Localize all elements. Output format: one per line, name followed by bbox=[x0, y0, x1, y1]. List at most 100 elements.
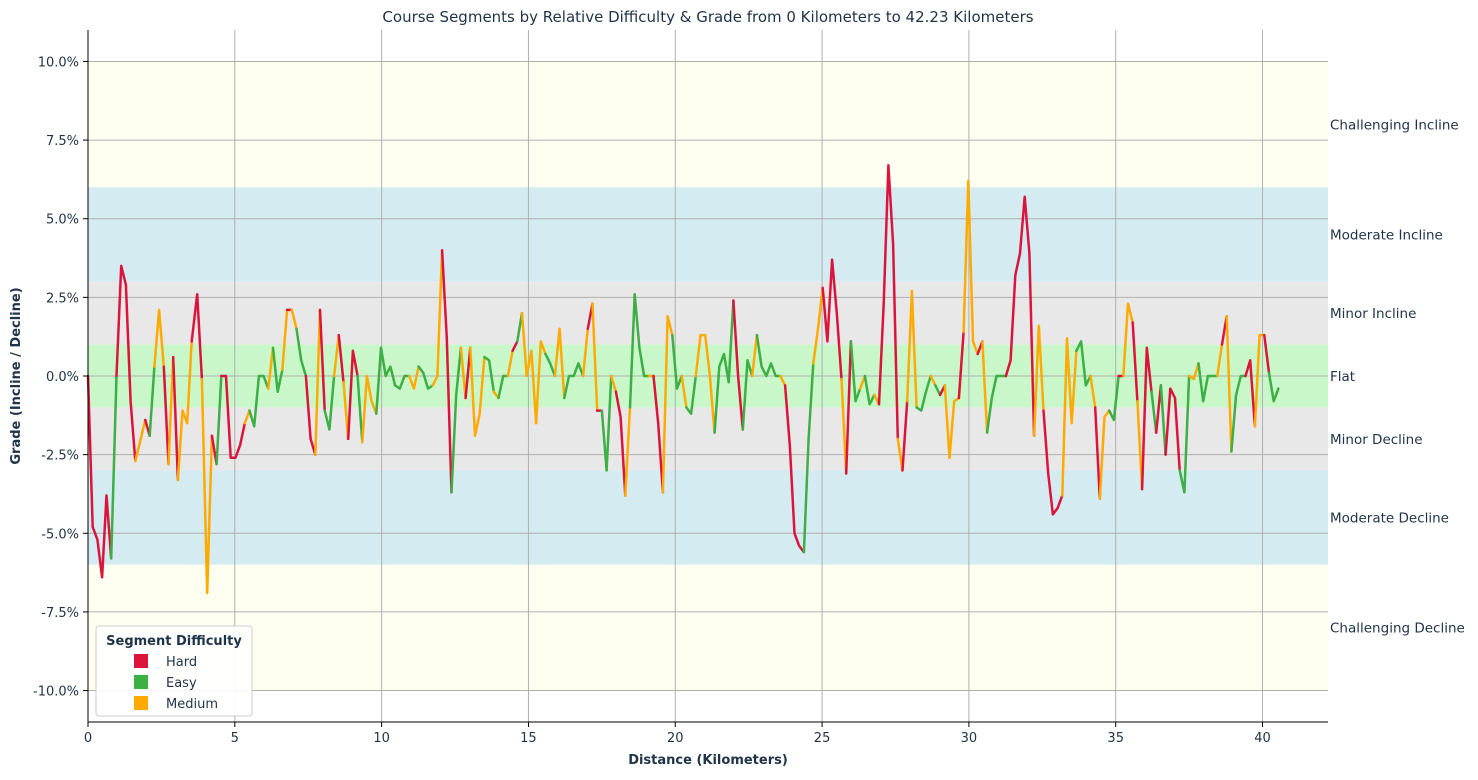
segment-medium bbox=[243, 409, 251, 425]
segment-hard bbox=[337, 333, 345, 384]
segment-hard bbox=[652, 374, 665, 494]
legend-label-hard: Hard bbox=[166, 655, 197, 670]
x-tick-label: 5 bbox=[231, 731, 239, 746]
segment-medium bbox=[332, 333, 341, 378]
segment-hard bbox=[171, 355, 180, 482]
segment-easy bbox=[417, 365, 434, 390]
segment-hard bbox=[304, 374, 312, 441]
x-tick-label: 35 bbox=[1107, 731, 1124, 746]
segment-medium bbox=[609, 374, 618, 393]
y-tick-label: -7.5% bbox=[41, 606, 79, 621]
segment-easy bbox=[802, 437, 810, 554]
x-tick-label: 20 bbox=[667, 731, 684, 746]
segment-medium bbox=[281, 308, 289, 371]
segment-easy bbox=[685, 374, 698, 415]
segment-medium bbox=[167, 355, 175, 466]
segment-medium bbox=[176, 340, 193, 482]
x-tick-label: 30 bbox=[961, 731, 978, 746]
segment-hard bbox=[1164, 387, 1181, 472]
segment-medium bbox=[624, 406, 632, 497]
band-challenging-incline bbox=[88, 61, 1328, 188]
segment-hard bbox=[115, 264, 137, 463]
y-tick-label: 2.5% bbox=[46, 291, 79, 306]
segment-medium bbox=[267, 346, 275, 390]
segment-easy bbox=[1159, 384, 1167, 456]
segment-easy bbox=[248, 374, 270, 428]
y-tick-label: 10.0% bbox=[38, 55, 79, 70]
segment-hard bbox=[346, 349, 359, 441]
segment-hard bbox=[877, 164, 900, 441]
x-axis-title: Distance (Kilometers) bbox=[628, 753, 788, 768]
segment-hard bbox=[318, 308, 326, 412]
segment-hard bbox=[1154, 384, 1163, 434]
segment-easy bbox=[741, 359, 754, 431]
segment-hard bbox=[821, 258, 843, 381]
legend-title: Segment Difficulty bbox=[106, 634, 242, 649]
segment-medium bbox=[506, 349, 514, 378]
segment-medium bbox=[134, 418, 147, 463]
segment-easy bbox=[807, 362, 815, 441]
legend-box bbox=[95, 625, 253, 717]
segment-easy bbox=[915, 374, 932, 412]
segment-medium bbox=[407, 365, 420, 390]
segment-medium bbox=[929, 374, 937, 387]
segment-medium bbox=[1089, 374, 1097, 409]
segment-hard bbox=[440, 248, 453, 494]
segment-easy bbox=[849, 340, 862, 403]
segment-easy bbox=[450, 346, 463, 494]
legend-swatch-hard bbox=[134, 654, 148, 668]
segment-easy bbox=[1230, 374, 1247, 453]
segment-medium bbox=[943, 384, 951, 460]
segment-hard bbox=[1131, 321, 1139, 403]
x-tick-label: 40 bbox=[1254, 731, 1271, 746]
band-labels: Challenging Incline Moderate Incline Minor… bbox=[1330, 117, 1465, 636]
segment-hard bbox=[1042, 409, 1064, 516]
segment-easy bbox=[1267, 371, 1280, 403]
segment-hard bbox=[1140, 346, 1153, 491]
band-label-challenging-decline: Challenging Decline bbox=[1330, 621, 1465, 637]
segment-easy bbox=[1107, 374, 1120, 422]
band-label-challenging-incline: Challenging Incline bbox=[1330, 117, 1459, 133]
segment-hard bbox=[614, 390, 627, 497]
x-tick-label: 25 bbox=[814, 731, 831, 746]
segment-easy bbox=[628, 292, 651, 409]
segment-medium bbox=[1216, 343, 1224, 378]
segment-easy bbox=[755, 333, 782, 378]
y-tick-label: 0.0% bbox=[46, 370, 79, 385]
segment-medium bbox=[694, 333, 716, 434]
legend-swatch-medium bbox=[134, 696, 148, 710]
segment-easy bbox=[497, 374, 510, 400]
segment-medium bbox=[948, 396, 961, 460]
segment-medium bbox=[469, 346, 486, 438]
segment-medium bbox=[591, 302, 599, 412]
segment-medium bbox=[459, 346, 467, 400]
segment-medium bbox=[314, 308, 322, 456]
segment-hard bbox=[1093, 406, 1102, 500]
segment-medium bbox=[431, 248, 444, 387]
band-minor-decline bbox=[88, 407, 1328, 471]
y-tick-label: 5.0% bbox=[46, 213, 79, 228]
segment-hard bbox=[1004, 195, 1036, 438]
band-label-minor-incline: Minor Incline bbox=[1330, 306, 1416, 322]
segment-medium bbox=[1122, 302, 1134, 378]
segment-medium bbox=[680, 374, 688, 409]
legend-label-medium: Medium bbox=[166, 697, 218, 712]
segment-medium bbox=[1253, 333, 1266, 428]
segment-easy bbox=[295, 327, 308, 378]
x-tick-label: 0 bbox=[84, 731, 92, 746]
band-minor-incline bbox=[88, 281, 1328, 345]
segment-easy bbox=[1197, 362, 1219, 403]
band-challenging-decline bbox=[88, 564, 1328, 691]
segment-medium bbox=[905, 289, 918, 409]
x-tick-label: 10 bbox=[373, 731, 390, 746]
segment-hard bbox=[901, 399, 909, 472]
segment-medium bbox=[342, 381, 350, 441]
segment-medium bbox=[812, 286, 824, 365]
segment-hard bbox=[732, 299, 745, 431]
segment-easy bbox=[605, 374, 613, 472]
segment-medium bbox=[1061, 337, 1078, 497]
y-tick-label: 7.5% bbox=[46, 134, 79, 149]
segment-easy bbox=[215, 374, 223, 466]
y-tick-label: -2.5% bbox=[41, 449, 79, 464]
y-tick-label: -5.0% bbox=[41, 527, 79, 542]
